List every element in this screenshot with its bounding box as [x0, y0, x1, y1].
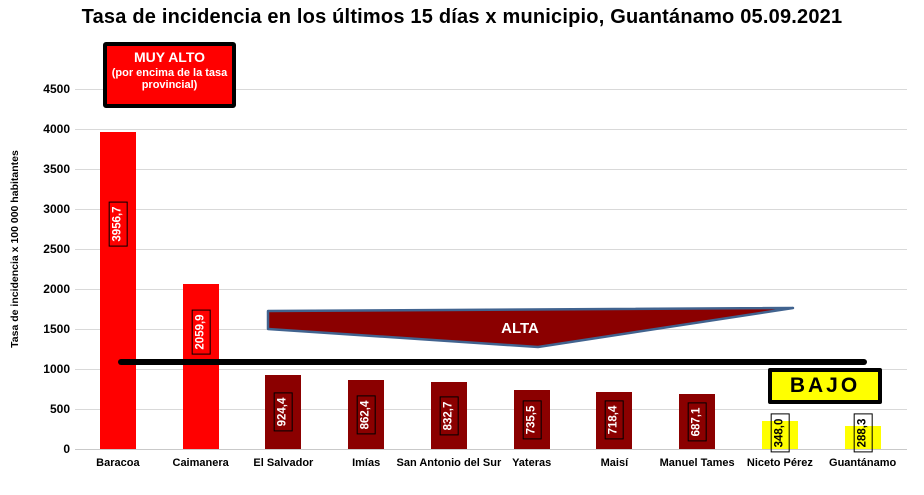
gridline: [75, 209, 907, 210]
bar-value-label: 924,4: [274, 392, 293, 432]
y-axis-tick-label: 4500: [43, 82, 70, 96]
bar-value-label: 348,0: [770, 413, 790, 453]
y-axis-title: Tasa de incidencia x 100 000 habitantes: [9, 150, 21, 348]
bar-san-antonio-del-sur: [430, 382, 467, 449]
gridline: [75, 249, 907, 250]
x-axis-category-label: Baracoa: [96, 457, 140, 469]
alta-ribbon-shape: [266, 306, 795, 349]
x-axis-category-label: Yateras: [512, 457, 552, 469]
muy-alto-annotation: MUY ALTO (por encima de la tasa provinci…: [103, 42, 236, 108]
bar-yateras: [513, 390, 550, 449]
x-axis-category-label: Manuel Tames: [659, 457, 735, 469]
y-axis-tick-label: 2500: [43, 242, 70, 256]
bar-value-label: 3956,7: [108, 201, 128, 247]
bar-value-label: 735,5: [522, 400, 541, 439]
x-axis-line: [75, 449, 907, 450]
y-axis-tick-label: 500: [49, 402, 70, 416]
x-axis-category-label: San Antonio del Sur: [396, 457, 502, 469]
x-axis-category-label: Niceto Pérez: [746, 457, 813, 469]
x-axis-category-label: El Salvador: [253, 457, 314, 469]
x-axis-category-label: Caimanera: [172, 457, 229, 469]
bar-value-label: 832,7: [439, 396, 459, 436]
gridline: [75, 289, 907, 290]
y-axis-tick-label: 4000: [43, 122, 70, 136]
bar-baracoa: [99, 132, 136, 449]
gridline: [75, 89, 907, 90]
bar-guant-namo: [844, 425, 881, 449]
bar-value-label: 2059,9: [191, 309, 210, 355]
chart-title: Tasa de incidencia en los últimos 15 día…: [81, 6, 843, 28]
gridline: [75, 129, 907, 130]
muy-alto-annotation-title: MUY ALTO: [133, 49, 206, 65]
bar-value-label: 718,4: [605, 400, 624, 440]
bar-caimanera: [182, 284, 219, 449]
muy-alto-annotation-subtitle: (por encima de la tasa provincial): [111, 66, 228, 92]
provincial-rate-threshold-line: [118, 359, 867, 365]
bar-im-as: [348, 380, 385, 449]
y-axis-tick-label: 3500: [43, 162, 70, 176]
y-axis-tick-label: 0: [63, 442, 70, 456]
x-axis-category-label: Guantánamo: [829, 457, 897, 469]
x-axis-category-label: Maisí: [600, 457, 629, 469]
y-axis-tick-label: 1000: [43, 362, 70, 376]
bar-value-label: 687,1: [687, 402, 707, 441]
bar-value-label: 862,4: [356, 395, 376, 434]
y-axis-tick-label: 2000: [43, 282, 70, 296]
bar-mais-: [596, 391, 633, 449]
gridline: [75, 169, 907, 170]
bar-manuel-tames: [679, 394, 716, 449]
bar-el-salvador: [265, 375, 302, 449]
bar-niceto-p-rez: [761, 421, 798, 449]
y-axis-tick-label: 1500: [43, 322, 70, 336]
gridline: [75, 409, 907, 410]
y-axis-tick-label: 3000: [43, 202, 70, 216]
x-axis-category-label: Imías: [352, 457, 381, 469]
bar-value-label: 288,3: [853, 413, 872, 453]
gridline: [75, 369, 907, 370]
bajo-annotation: BAJO: [768, 368, 882, 404]
